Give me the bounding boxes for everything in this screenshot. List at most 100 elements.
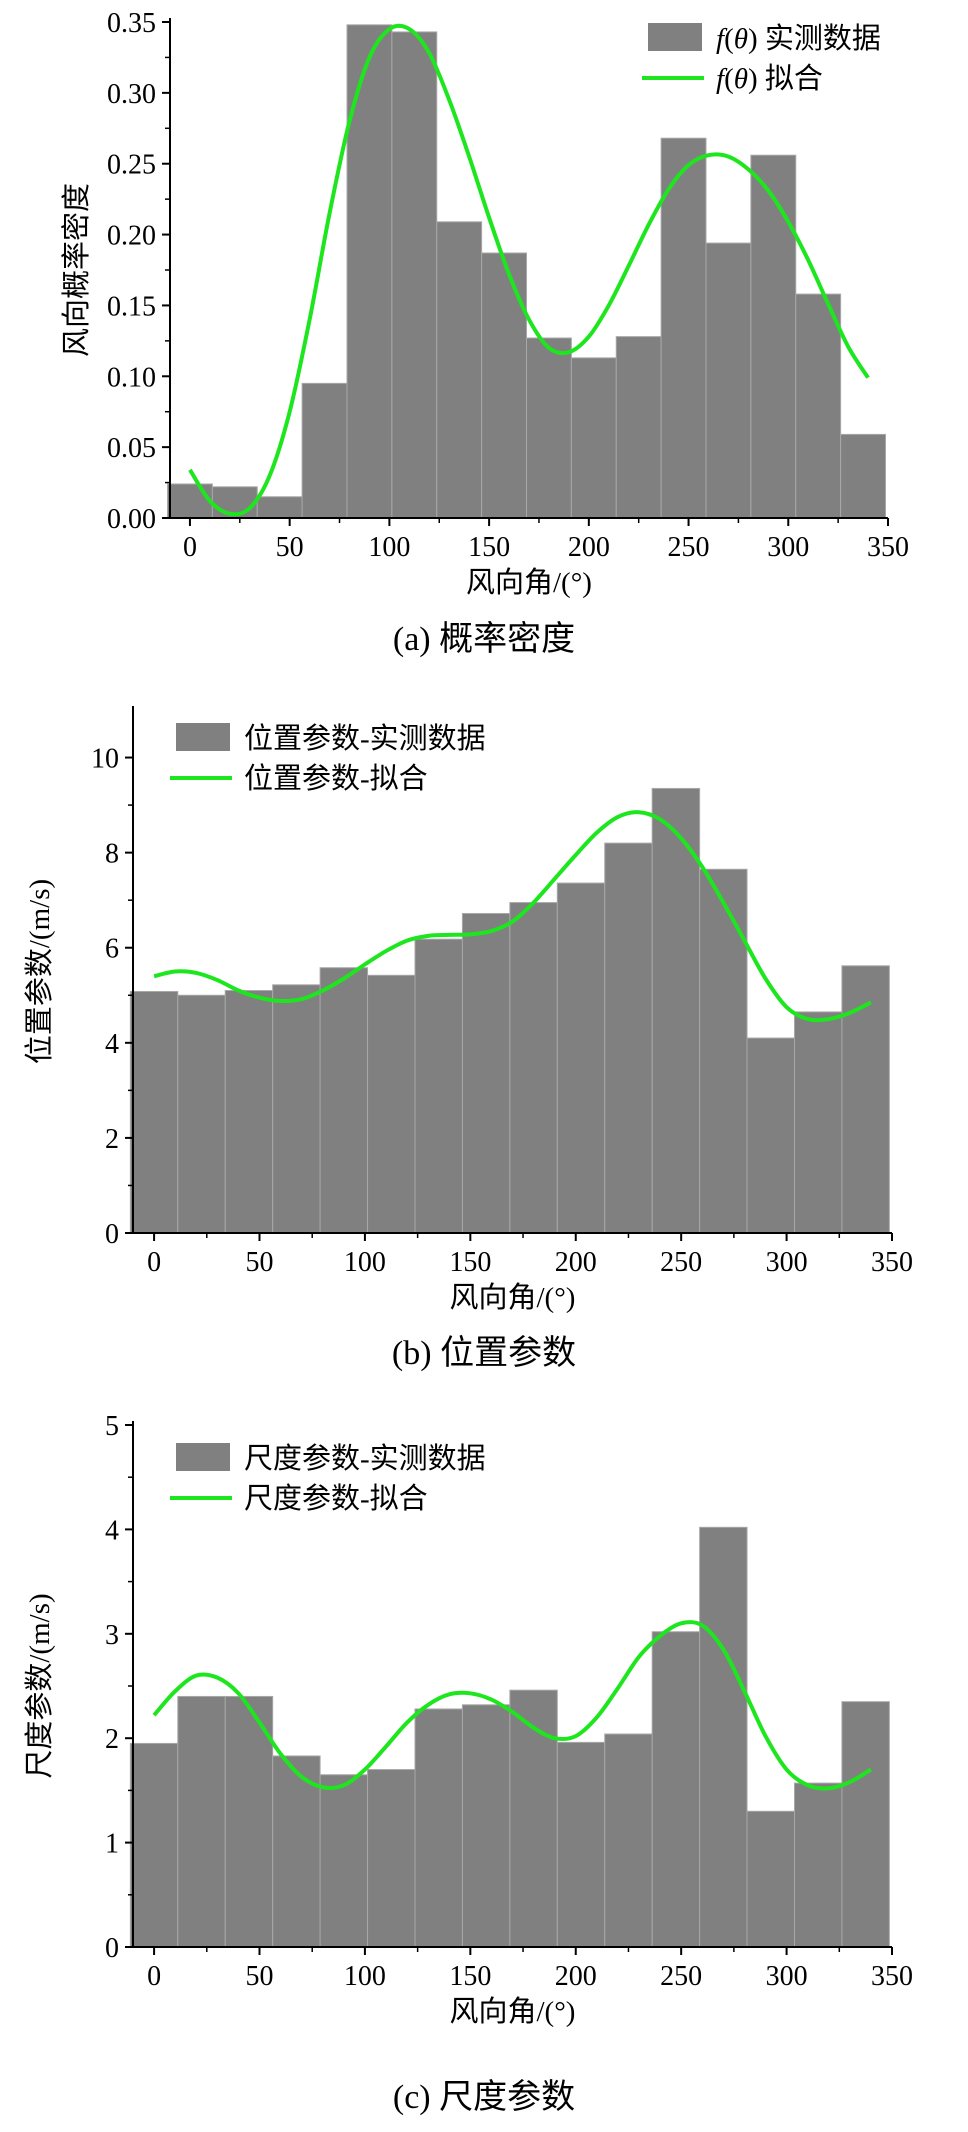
y-tick-label: 6	[105, 934, 119, 965]
legend-bar-swatch	[648, 23, 702, 51]
bar	[272, 984, 321, 1234]
y-tick-label: 4	[105, 1515, 119, 1546]
y-tick-label: 0	[105, 1933, 119, 1964]
legend-bar-swatch	[176, 1443, 230, 1471]
bar	[177, 994, 226, 1234]
y-tick-label: 0.10	[107, 362, 156, 393]
y-axis-title: 位置参数/(m/s)	[23, 879, 56, 1064]
y-tick-label: 2	[105, 1724, 119, 1755]
x-tick-label: 300	[766, 1247, 808, 1278]
y-tick-label: 4	[105, 1029, 119, 1060]
bar	[793, 1011, 843, 1234]
x-tick-label: 200	[555, 1247, 597, 1278]
x-tick-label: 50	[276, 532, 304, 563]
x-tick-label: 300	[767, 532, 809, 563]
bar	[841, 965, 890, 1234]
chart-panel-a: 0 50 100 150 200 250 300 350 0.00 0.05 0.10 0.15 0.2…	[60, 8, 909, 658]
y-tick-label: 0.20	[107, 221, 156, 252]
x-tick-label: 350	[867, 532, 909, 563]
bar	[391, 31, 438, 519]
bar	[256, 496, 303, 519]
x-tick-label: 200	[568, 532, 610, 563]
bar	[795, 293, 842, 519]
x-axis-title: 风向角/(°)	[466, 566, 592, 599]
bar	[301, 382, 348, 519]
bar-series	[129, 1526, 890, 1948]
bar	[604, 842, 653, 1234]
x-tick-label: 250	[668, 532, 710, 563]
x-tick-label: 0	[147, 1247, 161, 1278]
bar-series	[167, 24, 887, 519]
bar	[272, 1755, 321, 1948]
fit-line	[153, 810, 872, 1023]
legend-bar-label: f(θ) 实测数据	[716, 22, 881, 55]
bar	[570, 357, 617, 519]
fit-line	[188, 23, 870, 517]
legend-bar-label: 尺度参数-实测数据	[244, 1442, 486, 1475]
x-tick-label: 150	[449, 1247, 491, 1278]
bar	[129, 990, 179, 1234]
x-tick-label: 100	[344, 1247, 386, 1278]
y-axis-title: 尺度参数/(m/s)	[23, 1593, 56, 1778]
bar	[660, 137, 707, 519]
x-tick-label: 150	[449, 1961, 491, 1992]
bar	[319, 967, 369, 1234]
bar	[167, 483, 213, 519]
bar	[750, 154, 797, 519]
y-tick-label: 8	[105, 839, 119, 870]
bar	[699, 1526, 748, 1948]
y-tick-label: 1	[105, 1829, 119, 1860]
bar	[224, 990, 274, 1234]
bar	[604, 1733, 653, 1948]
bar	[705, 242, 752, 519]
panel-caption: (a) 概率密度	[393, 620, 575, 658]
bar	[414, 938, 463, 1234]
x-tick-label: 0	[147, 1961, 161, 1992]
legend-line-label: 位置参数-拟合	[244, 762, 428, 795]
chart-panel-c: 0 50 100 150 200 250 300 350 0 1 2 3 4 5 风向角/(°) 尺度参数/(…	[23, 1411, 913, 2116]
x-axis-title: 风向角/(°)	[450, 1281, 576, 1314]
x-tick-label: 50	[246, 1247, 274, 1278]
x-tick-label: 50	[246, 1961, 274, 1992]
x-tick-label: 0	[183, 532, 197, 563]
y-tick-label: 3	[105, 1620, 119, 1651]
x-tick-label: 100	[368, 532, 410, 563]
x-tick-label: 300	[766, 1961, 808, 1992]
bar	[481, 252, 528, 519]
y-tick-label: 5	[105, 1411, 119, 1442]
bar	[699, 868, 748, 1234]
y-tick-label: 0.35	[107, 8, 156, 39]
legend-bar-label: 位置参数-实测数据	[244, 722, 486, 755]
bar-series	[129, 787, 890, 1234]
bar	[414, 1708, 463, 1948]
x-tick-label: 250	[660, 1961, 702, 1992]
panel-caption: (b) 位置参数	[392, 1334, 576, 1372]
bar	[367, 974, 416, 1234]
legend-line-label: 尺度参数-拟合	[244, 1482, 428, 1515]
bar	[746, 1037, 795, 1234]
legend: f(θ) 实测数据 f(θ) 拟合	[642, 22, 881, 95]
chart-panel-b: 0 50 100 150 200 250 300 350 0 2 4 6 8 10 风向角/(°) 位置参数/…	[23, 706, 913, 1372]
legend-line-label: f(θ) 拟合	[716, 62, 823, 95]
x-tick-label: 150	[468, 532, 510, 563]
bar	[556, 1741, 606, 1948]
bar	[224, 1695, 274, 1948]
bar	[129, 1742, 179, 1948]
y-tick-label: 0.25	[107, 150, 156, 181]
y-tick-label: 10	[91, 744, 119, 775]
bar	[177, 1695, 226, 1948]
bar	[319, 1774, 369, 1948]
bar	[556, 882, 606, 1234]
x-axis-title: 风向角/(°)	[450, 1995, 576, 2028]
y-axis-title: 风向概率密度	[60, 183, 93, 357]
x-tick-label: 350	[871, 1961, 913, 1992]
bar	[436, 221, 483, 519]
fit-line	[152, 1620, 872, 1791]
bar	[367, 1769, 416, 1948]
y-tick-label: 2	[105, 1124, 119, 1155]
bar	[840, 433, 887, 519]
panel-caption: (c) 尺度参数	[393, 2078, 575, 2116]
